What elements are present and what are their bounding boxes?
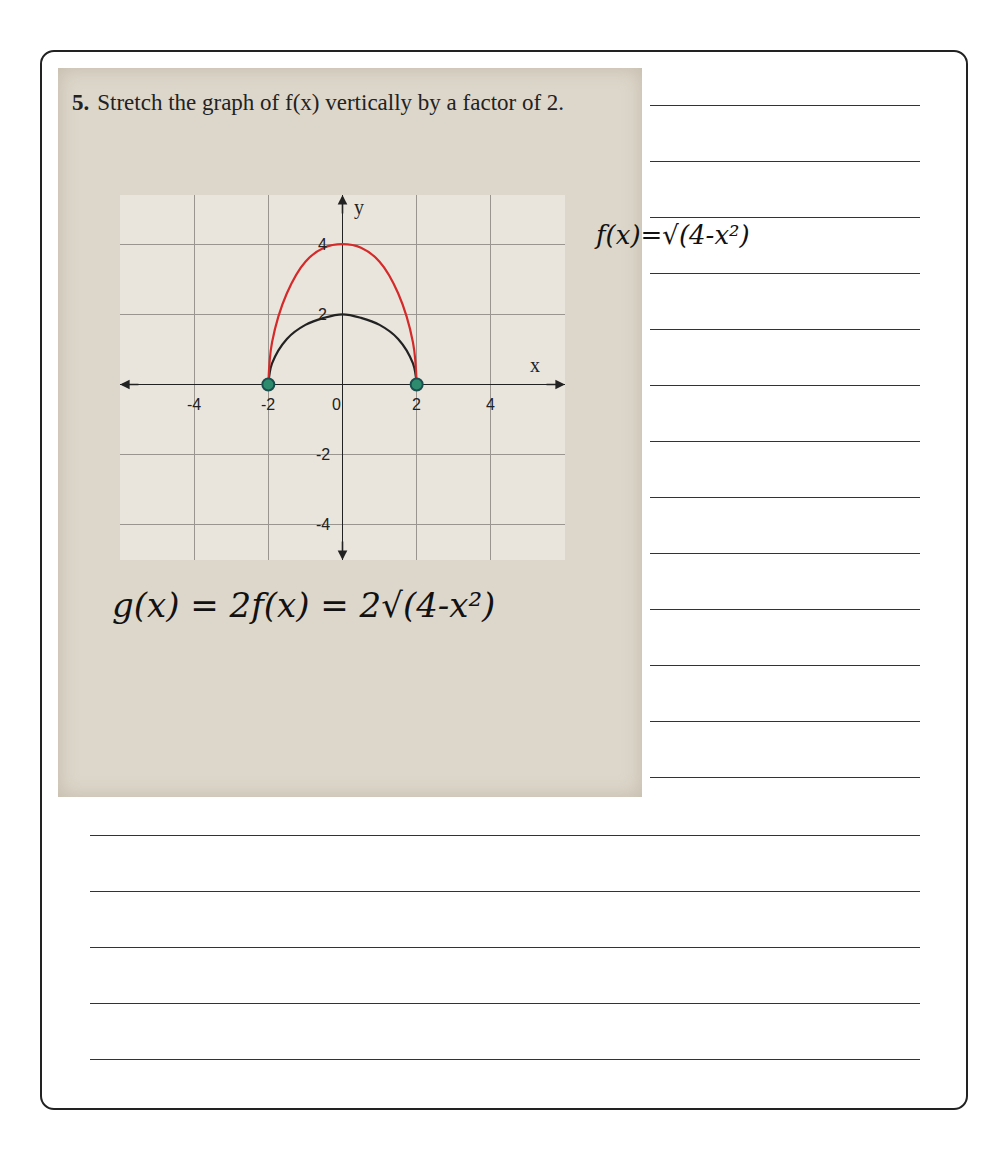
svg-text:y: y: [354, 196, 364, 219]
svg-text:-2: -2: [261, 396, 275, 413]
html-text:f(x)=√(4-x²): f(x)=√(4-x²): [596, 220, 750, 250]
svg-text:4: 4: [486, 396, 495, 413]
svg-text:-2: -2: [316, 446, 330, 463]
svg-text:0: 0: [332, 396, 341, 413]
html-text:g(x) = 2f(x) = 2√(4-x²): g(x) = 2f(x) = 2√(4-x²): [112, 585, 496, 625]
svg-text:-4: -4: [316, 516, 330, 533]
svg-text:4: 4: [318, 236, 327, 253]
html-text:5. Stretch the graph of f(x) v: 5. Stretch the graph of f(x) vertically …: [72, 90, 565, 115]
svg-text:2: 2: [318, 306, 327, 323]
svg-text:x: x: [530, 354, 540, 376]
svg-text:-4: -4: [187, 396, 201, 413]
svg-text:2: 2: [412, 396, 421, 413]
